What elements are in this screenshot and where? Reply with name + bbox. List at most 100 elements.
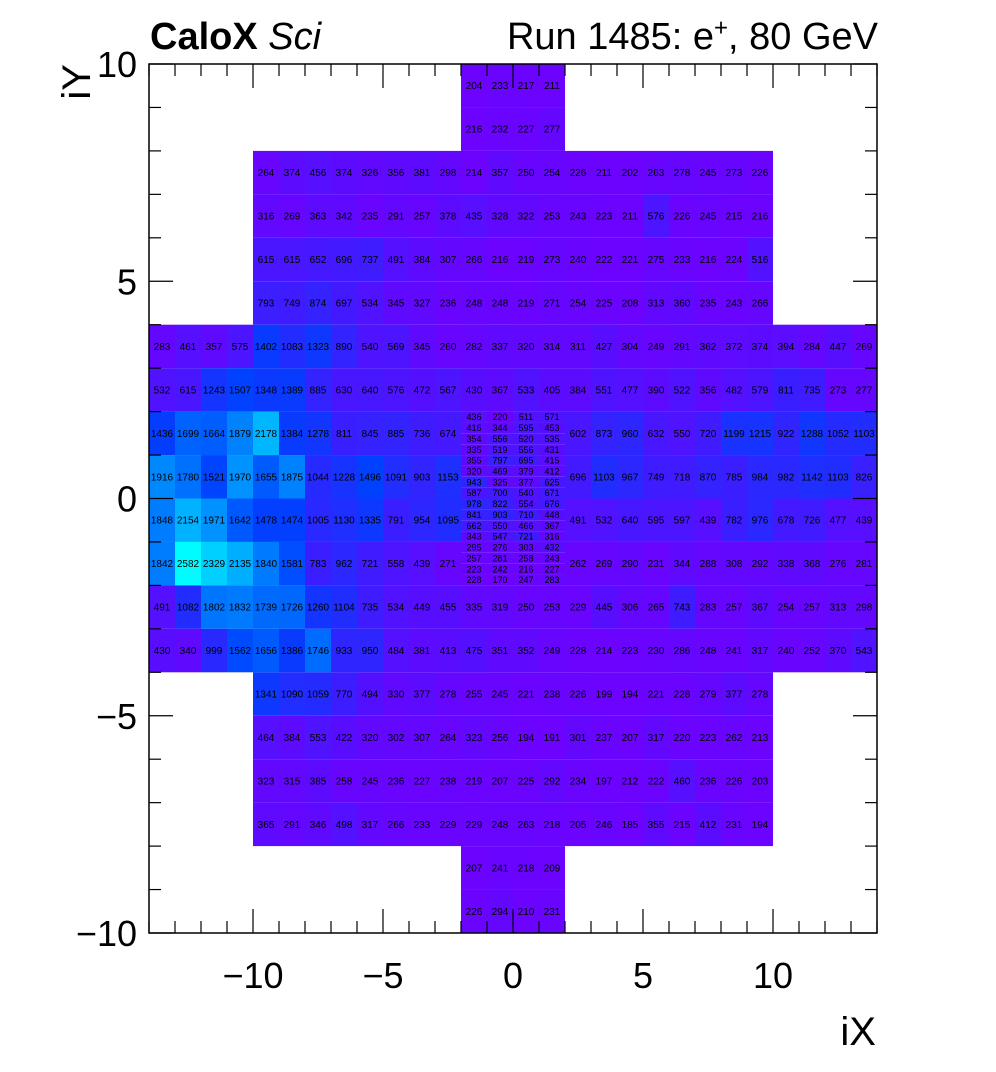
heatmap-cell-label: 431 [544, 445, 559, 455]
heatmap-cell-label: 314 [544, 342, 561, 353]
heatmap-cell-label: 368 [804, 559, 821, 570]
heatmap-cell-label: 269 [284, 212, 301, 223]
heatmap-cell-label: 455 [440, 603, 457, 614]
heatmap-cell [253, 585, 279, 629]
heatmap-cell-label: 231 [726, 820, 743, 831]
heatmap-cell-label: 721 [362, 559, 379, 570]
heatmap-cell [513, 422, 539, 434]
heatmap-cell-label: 576 [388, 385, 405, 396]
heatmap-cell-label: 356 [700, 385, 717, 396]
heatmap-cell [279, 759, 305, 803]
heatmap-cell-label: 432 [544, 543, 559, 553]
heatmap-cell [747, 585, 773, 629]
run-info-suffix: , 80 GeV [728, 16, 878, 58]
heatmap-cell [513, 672, 539, 716]
heatmap-cell-label: 416 [466, 423, 481, 433]
heatmap-cell-label: 962 [336, 559, 353, 570]
heatmap-cell [331, 802, 357, 847]
heatmap-cell [149, 585, 175, 629]
heatmap-cell [669, 150, 695, 195]
heatmap-cell-label: 1083 [281, 342, 304, 353]
heatmap-cell [747, 411, 773, 456]
heatmap-cell-label: 273 [726, 168, 743, 179]
heatmap-cell-label: 461 [180, 342, 197, 353]
heatmap-cell [539, 889, 565, 933]
heatmap-cell [539, 487, 565, 499]
heatmap-cell [201, 498, 227, 542]
heatmap-cell [383, 759, 409, 803]
heatmap-cell-label: 231 [544, 907, 561, 918]
y-tick-label: 5 [117, 261, 137, 302]
heatmap-cell [487, 531, 513, 542]
heatmap-cell-label: 547 [492, 532, 507, 542]
heatmap-cell-label: 710 [518, 510, 533, 520]
heatmap-cell [383, 324, 409, 369]
heatmap-cell [487, 324, 513, 369]
heatmap-cell [591, 672, 617, 716]
heatmap-cell [461, 281, 487, 325]
heatmap-cell-label: 276 [830, 559, 847, 570]
heatmap-cell [331, 455, 357, 499]
heatmap-cell-label: 209 [544, 863, 561, 874]
heatmap-cell-label: 448 [544, 510, 559, 520]
heatmap-cell [695, 498, 721, 542]
heatmap-cell-label: 243 [726, 298, 743, 309]
heatmap-cell-label: 316 [258, 212, 275, 223]
heatmap-cell-label: 278 [674, 168, 691, 179]
heatmap-cell [435, 498, 461, 542]
heatmap-cell-label: 245 [362, 776, 379, 787]
heatmap-cell [539, 509, 565, 521]
heatmap-cell-label: 783 [310, 559, 327, 570]
heatmap-cell-label: 211 [622, 212, 638, 223]
heatmap-cell-label: 1478 [255, 516, 278, 527]
heatmap-cell [487, 498, 513, 510]
heatmap-cell-label: 295 [466, 543, 481, 553]
heatmap-cell [331, 585, 357, 629]
heatmap-cell [513, 64, 539, 108]
heatmap-cell [409, 672, 435, 716]
x-tick-label: −5 [362, 955, 403, 996]
heatmap-cell [435, 411, 461, 456]
heatmap-cell [383, 368, 409, 412]
heatmap-cell [305, 194, 331, 238]
heatmap-cell [409, 585, 435, 629]
heatmap-cell-label: 253 [544, 603, 561, 614]
heatmap-cell-label: 372 [726, 342, 743, 353]
heatmap-cell [201, 455, 227, 499]
heatmap-cell [851, 541, 877, 586]
heatmap-cell-label: 430 [466, 385, 483, 396]
heatmap-cell-label: 1103 [593, 472, 615, 483]
heatmap-cell-label: 315 [284, 776, 301, 787]
heatmap-cell-label: 615 [180, 385, 197, 396]
heatmap-cell [201, 368, 227, 412]
heatmap-cell [643, 194, 669, 238]
heatmap-cell-label: 248 [466, 298, 483, 309]
heatmap-cell-label: 243 [570, 212, 587, 223]
heatmap-cell-label: 737 [362, 255, 379, 266]
heatmap-cell [461, 368, 487, 412]
heatmap-cell-label: 278 [752, 690, 769, 701]
heatmap-cell [591, 411, 617, 456]
heatmap-cell [487, 465, 513, 477]
heatmap-cell [305, 541, 331, 586]
heatmap-cell-label: 749 [648, 472, 665, 483]
heatmap-cell-label: 226 [752, 168, 769, 179]
heatmap-cell-label: 238 [440, 776, 457, 787]
heatmap-cell-label: 439 [856, 516, 873, 527]
heatmap-cell [487, 541, 513, 553]
heatmap-cell-label: 265 [648, 603, 665, 614]
heatmap-cell [305, 455, 331, 499]
heatmap-cell [487, 444, 513, 456]
heatmap-cell [591, 541, 617, 586]
heatmap-cell-label: 922 [778, 429, 795, 440]
heatmap-cell-label: 213 [752, 733, 769, 744]
heatmap-cell [565, 411, 591, 456]
heatmap-cell-label: 736 [414, 429, 431, 440]
heatmap-cell [513, 433, 539, 445]
heatmap-cell-labels: 204 233 217 211 216 232 227 277 264 374 456 374 326 3… [151, 81, 875, 918]
heatmap-cell-label: 219 [518, 298, 535, 309]
heatmap-cell [643, 628, 669, 673]
heatmap-cell [253, 628, 279, 673]
heatmap-cell-label: 695 [518, 456, 533, 466]
heatmap-cell [461, 552, 487, 564]
